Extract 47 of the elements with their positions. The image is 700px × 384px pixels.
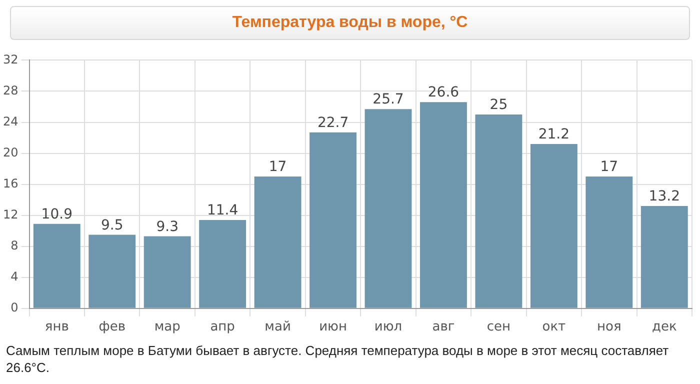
data-label: 26.6 <box>428 84 460 101</box>
y-tick-label: 8 <box>10 238 18 252</box>
chart-title: Температура воды в море, °C <box>10 6 690 40</box>
x-tick-label: мар <box>154 320 180 335</box>
bar <box>144 236 191 308</box>
bar <box>530 144 578 308</box>
x-tick-label: окт <box>542 320 566 335</box>
x-tick-label: фев <box>98 320 126 335</box>
data-label: 21.2 <box>538 126 570 143</box>
y-tick-label: 4 <box>10 270 18 284</box>
y-tick-label: 0 <box>10 300 18 315</box>
bar <box>420 102 467 308</box>
data-label: 9.3 <box>156 218 178 235</box>
data-label: 13.2 <box>648 188 680 205</box>
x-tick-label: авг <box>432 320 455 335</box>
y-tick-label: 32 <box>2 52 18 66</box>
y-tick-label: 12 <box>2 207 18 222</box>
data-label: 25.7 <box>372 92 404 108</box>
data-label: 22.7 <box>317 114 349 131</box>
data-label: 17 <box>600 159 618 176</box>
x-tick-label: сен <box>486 320 511 335</box>
y-tick-label: 20 <box>2 145 18 160</box>
y-tick-label: 28 <box>2 83 18 98</box>
data-label: 9.5 <box>100 217 124 234</box>
data-label: 17 <box>268 159 287 176</box>
y-tick-label: 24 <box>2 114 18 128</box>
bar <box>640 206 688 308</box>
bar <box>364 109 412 308</box>
bar <box>254 176 302 308</box>
bar <box>88 234 136 308</box>
x-tick-label: июл <box>374 320 402 335</box>
bar <box>586 176 633 308</box>
x-tick-label: июн <box>319 320 347 335</box>
data-label: 11.4 <box>206 202 238 219</box>
x-tick-label: янв <box>44 320 69 335</box>
x-tick-label: ноя <box>597 320 622 335</box>
bar <box>199 220 246 308</box>
bar <box>475 114 522 308</box>
data-label: 10.9 <box>41 206 72 222</box>
text: Самым теплым море в Батуми бывает в августе. Средняя температура воды в море в этот месяц составляет 26.6°C. <box>5 342 670 376</box>
data-label: 25 <box>490 97 508 114</box>
x-tick-label: дек <box>652 320 677 335</box>
x-tick-label: май <box>264 320 291 335</box>
x-tick-label: апр <box>210 320 235 335</box>
bar <box>310 132 356 308</box>
y-tick-label: 16 <box>2 176 18 190</box>
bar <box>33 224 80 308</box>
